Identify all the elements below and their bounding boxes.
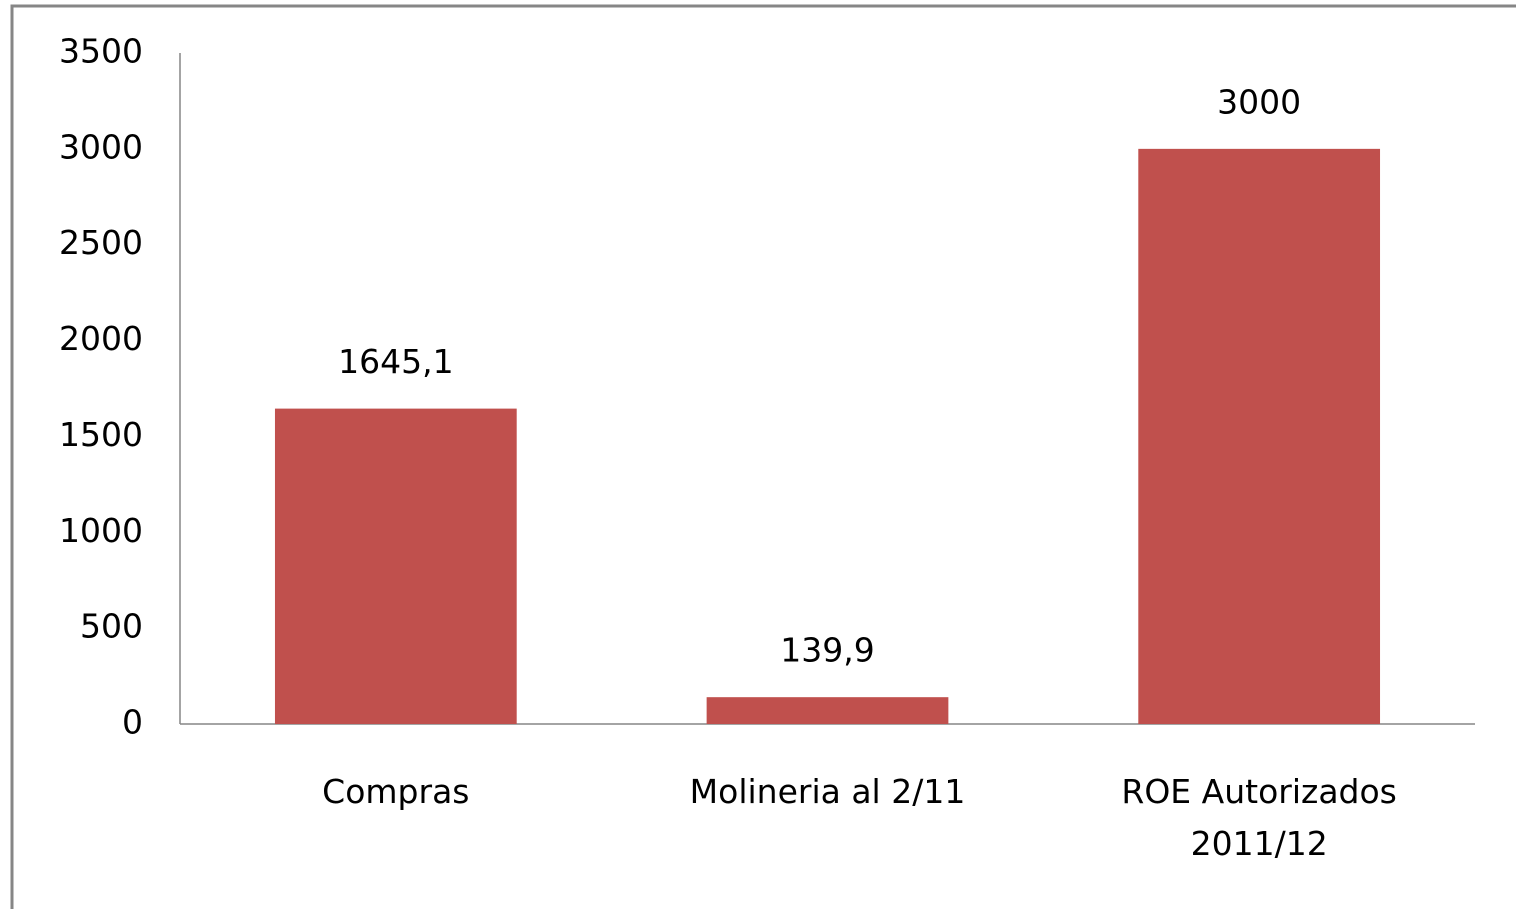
- y-tick-label: 3000: [59, 127, 143, 166]
- y-tick-label: 1500: [59, 415, 143, 454]
- x-tick-label: Compras: [322, 772, 470, 811]
- y-tick-label: 1000: [59, 511, 143, 550]
- bar: [274, 408, 517, 724]
- data-label: 3000: [1217, 82, 1301, 121]
- data-label: 139,9: [780, 631, 874, 670]
- bar: [1138, 148, 1381, 724]
- y-tick-label: 3500: [59, 32, 143, 71]
- x-tick-label: ROE Autorizados 2011/12: [1121, 772, 1397, 863]
- y-tick-label: 500: [80, 607, 143, 646]
- y-tick-label: 2500: [59, 223, 143, 262]
- bar: [706, 697, 949, 724]
- y-tick-label: 2000: [59, 319, 143, 358]
- y-tick-label: 0: [122, 703, 143, 742]
- data-label: 1645,1: [338, 342, 453, 381]
- x-tick-label: Molineria al 2/11: [689, 772, 966, 811]
